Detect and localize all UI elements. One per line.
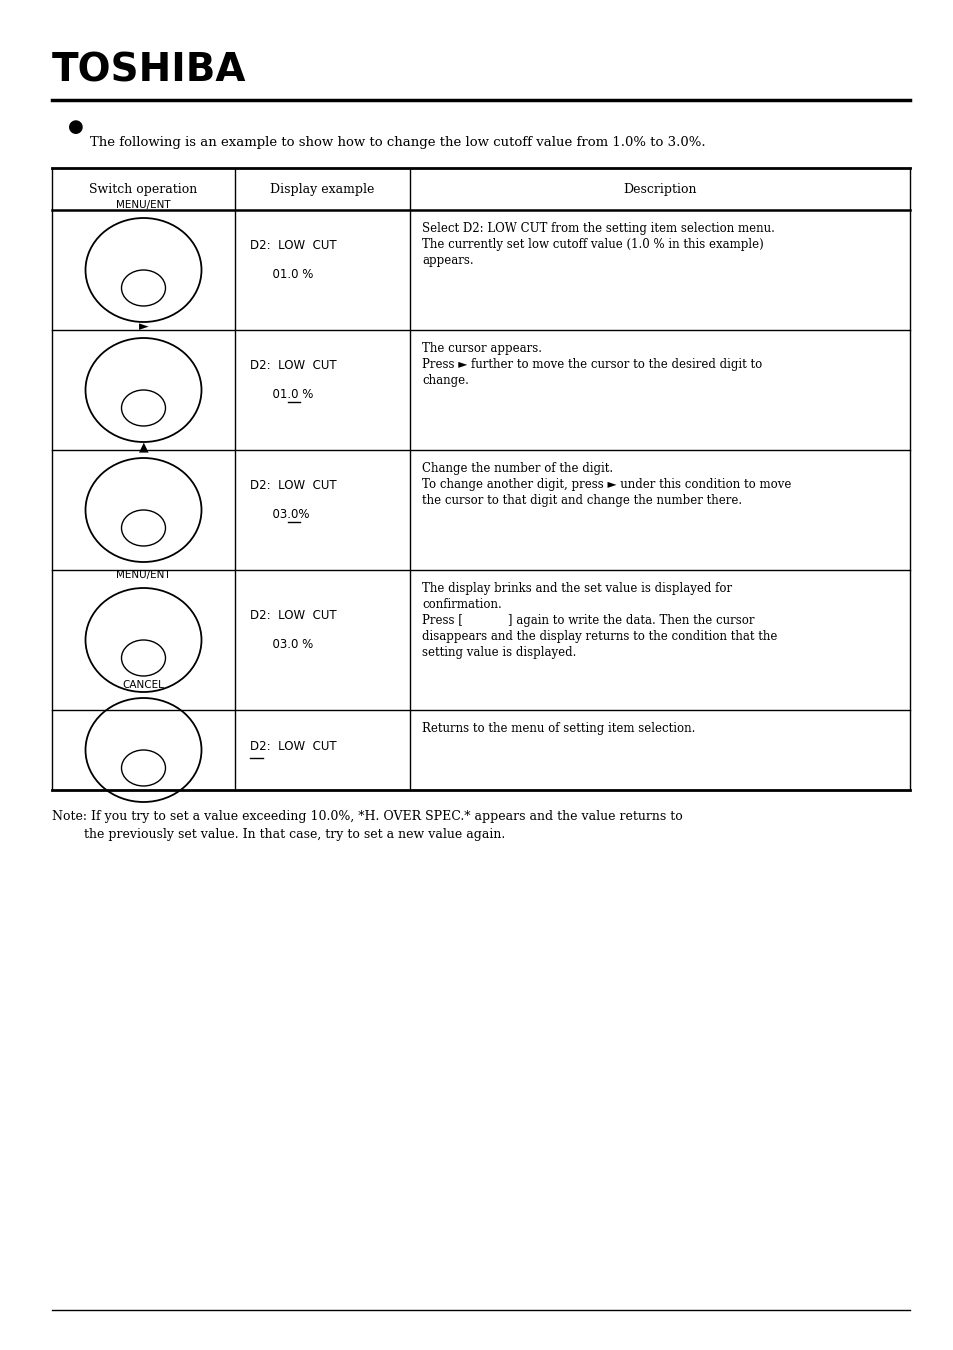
Text: ►: ► [138, 320, 148, 333]
Text: The following is an example to show how to change the low cutoff value from 1.0%: The following is an example to show how … [90, 136, 705, 148]
Text: D2:  LOW  CUT: D2: LOW CUT [250, 359, 336, 373]
Text: the previously set value. In that case, try to set a new value again.: the previously set value. In that case, … [52, 828, 505, 841]
Text: the cursor to that digit and change the number there.: the cursor to that digit and change the … [421, 494, 741, 508]
Text: Switch operation: Switch operation [90, 182, 197, 196]
Text: 03.0 %: 03.0 % [250, 639, 313, 651]
Text: appears.: appears. [421, 254, 473, 267]
Text: setting value is displayed.: setting value is displayed. [421, 647, 576, 659]
Text: The currently set low cutoff value (1.0 % in this example): The currently set low cutoff value (1.0 … [421, 238, 763, 251]
Text: D2:  LOW  CUT: D2: LOW CUT [250, 609, 336, 622]
Text: confirmation.: confirmation. [421, 598, 501, 612]
Text: MENU/ENT: MENU/ENT [116, 200, 171, 211]
Text: change.: change. [421, 374, 468, 387]
Text: To change another digit, press ► under this condition to move: To change another digit, press ► under t… [421, 478, 791, 491]
Text: ●: ● [68, 117, 84, 136]
Text: CANCEL: CANCEL [122, 680, 164, 690]
Text: Returns to the menu of setting item selection.: Returns to the menu of setting item sele… [421, 722, 695, 734]
Text: disappears and the display returns to the condition that the: disappears and the display returns to th… [421, 630, 777, 643]
Text: Note: If you try to set a value exceeding 10.0%, *H. OVER SPEC.* appears and the: Note: If you try to set a value exceedin… [52, 810, 682, 824]
Text: The cursor appears.: The cursor appears. [421, 342, 541, 355]
Text: MENU/ENT: MENU/ENT [116, 570, 171, 580]
Text: Press [            ] again to write the data. Then the cursor: Press [ ] again to write the data. Then … [421, 614, 754, 626]
Text: D2:  LOW  CUT: D2: LOW CUT [250, 740, 336, 752]
Text: D2:  LOW  CUT: D2: LOW CUT [250, 479, 336, 491]
Text: TOSHIBA: TOSHIBA [52, 53, 246, 90]
Text: 01.0 %: 01.0 % [250, 387, 313, 401]
Text: ▲: ▲ [138, 440, 148, 454]
Text: Description: Description [622, 182, 696, 196]
Text: 01.0 %: 01.0 % [250, 269, 313, 281]
Text: Select D2: LOW CUT from the setting item selection menu.: Select D2: LOW CUT from the setting item… [421, 221, 774, 235]
Text: 03.0%: 03.0% [250, 508, 309, 521]
Text: D2:  LOW  CUT: D2: LOW CUT [250, 239, 336, 252]
Text: Press ► further to move the cursor to the desired digit to: Press ► further to move the cursor to th… [421, 358, 761, 371]
Text: Display example: Display example [270, 182, 375, 196]
Text: The display brinks and the set value is displayed for: The display brinks and the set value is … [421, 582, 731, 595]
Text: Change the number of the digit.: Change the number of the digit. [421, 462, 613, 475]
